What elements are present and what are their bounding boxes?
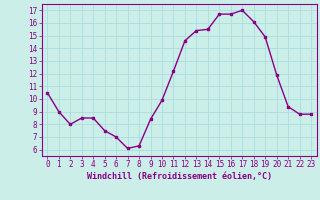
X-axis label: Windchill (Refroidissement éolien,°C): Windchill (Refroidissement éolien,°C) xyxy=(87,172,272,181)
